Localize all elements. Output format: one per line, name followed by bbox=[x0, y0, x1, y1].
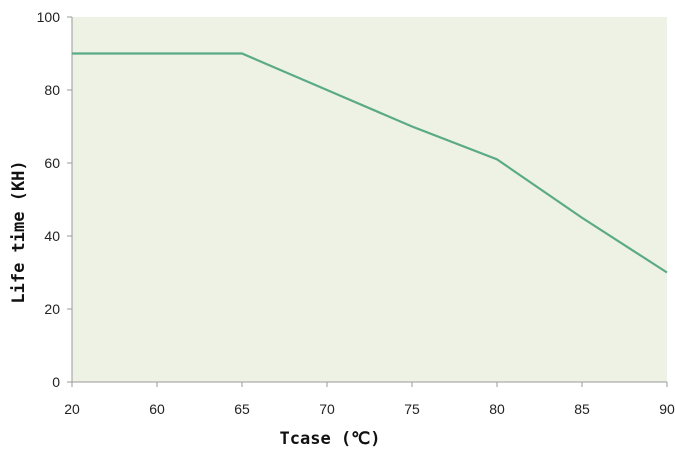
x-tick-label: 85 bbox=[574, 401, 590, 417]
x-tick-label: 65 bbox=[234, 401, 250, 417]
y-axis-title: Life time (KH) bbox=[9, 160, 29, 303]
x-tick-label: 80 bbox=[489, 401, 505, 417]
x-tick-label: 20 bbox=[64, 401, 80, 417]
y-tick-label: 40 bbox=[44, 228, 60, 244]
axes bbox=[71, 17, 667, 383]
x-axis-ticks: 20 60 65 70 75 80 85 90 bbox=[64, 382, 675, 417]
x-tick-label: 70 bbox=[319, 401, 335, 417]
y-tick-label: 0 bbox=[52, 374, 60, 390]
x-tick-label: 75 bbox=[404, 401, 420, 417]
y-tick-label: 20 bbox=[44, 301, 60, 317]
x-tick-label: 90 bbox=[659, 401, 675, 417]
series-line bbox=[72, 52, 668, 274]
x-axis-title: Tcase (℃) bbox=[280, 429, 381, 449]
y-tick-label: 60 bbox=[44, 155, 60, 171]
plot-area bbox=[72, 17, 667, 382]
x-tick-label: 60 bbox=[149, 401, 165, 417]
y-tick-label: 80 bbox=[44, 82, 60, 98]
y-tick-label: 100 bbox=[37, 9, 61, 25]
y-axis-ticks: 0 20 40 60 80 100 bbox=[37, 9, 72, 390]
